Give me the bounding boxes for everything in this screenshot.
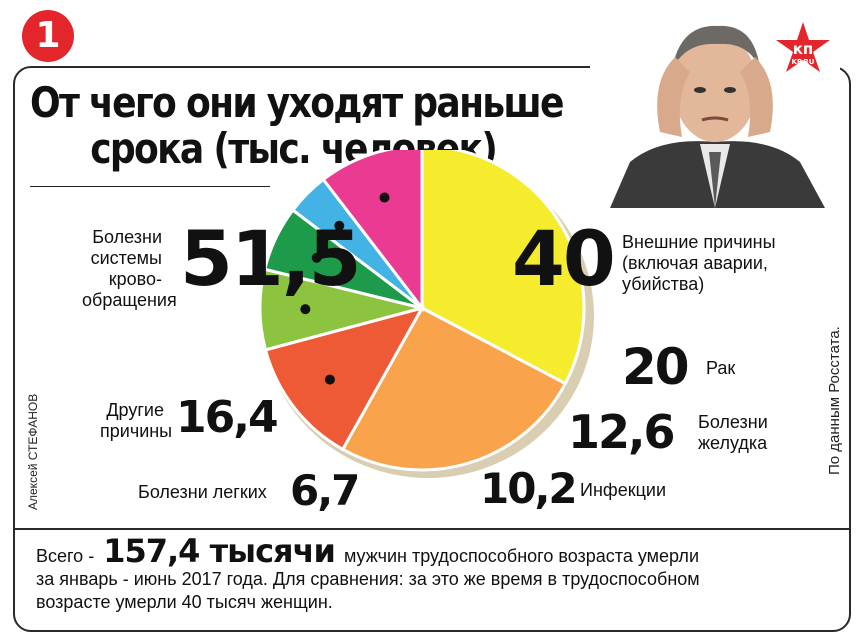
number-badge: 1 [22, 10, 74, 62]
leader-dot-lungs [334, 220, 345, 231]
infographic-frame [13, 66, 851, 632]
author-credit: Алексей СТЕФАНОВ [26, 393, 40, 510]
footer-line-3: возрасте умерли 40 тысяч женщин. [36, 592, 333, 612]
label-circulatory: Болезни системы крово- обращения [82, 227, 177, 311]
label-other: Другие причины [100, 400, 173, 442]
source-credit: По данным Росстата. [826, 326, 843, 475]
label-lungs: Болезни легких [138, 482, 267, 502]
worried-man-photo [590, 12, 840, 208]
title-line-1: От чего они уходят раньше [30, 78, 565, 127]
pie-slice-external [340, 305, 568, 472]
value-infections: 10,2 [480, 464, 578, 513]
footer-text: Всего - 157,4 тысячи мужчин трудоспособн… [36, 535, 816, 614]
footer-prefix: Всего - [36, 546, 95, 566]
chart-title: От чего они уходят раньше срока (тыс. че… [30, 80, 565, 172]
label-external-l1: Внешние причины [622, 232, 776, 252]
label-stomach-l2: желудка [698, 433, 768, 453]
leader-dot-other [379, 192, 390, 203]
label-circulatory-l2: системы [90, 248, 162, 268]
label-infections: Инфекции [580, 480, 666, 500]
footer-line-2: за январь - июнь 2017 года. Для сравнени… [36, 569, 700, 589]
logo-text: кп [793, 40, 814, 58]
pie-slice-other [321, 150, 424, 313]
footer-total: 157,4 тысячи [103, 532, 336, 570]
label-external: Внешние причины (включая аварии, убийств… [622, 232, 776, 295]
leader-dot-cancer [324, 374, 335, 385]
value-lungs: 6,7 [290, 466, 360, 515]
value-circulatory: 51,5 [180, 214, 362, 303]
label-circulatory-l1: Болезни [92, 227, 162, 247]
leader-dot-infections [311, 252, 322, 263]
kp-logo: кп KP.RU [776, 22, 830, 72]
label-circulatory-l3: крово- [108, 269, 162, 289]
pie-slice-cancer [263, 305, 426, 452]
label-stomach-l1: Болезни [698, 412, 768, 432]
footer-line-1: Всего - 157,4 тысячи мужчин трудоспособн… [36, 535, 816, 568]
label-stomach: Болезни желудка [698, 412, 768, 454]
title-divider [30, 186, 270, 187]
pie-slice-circulatory [420, 150, 586, 386]
label-cancer: Рак [706, 358, 736, 378]
footer-divider [14, 528, 850, 530]
leader-dot-stomach [300, 304, 311, 315]
label-other-l2: причины [100, 421, 173, 441]
value-stomach: 12,6 [568, 405, 675, 459]
label-other-l1: Другие [106, 400, 164, 420]
value-cancer: 20 [622, 338, 690, 396]
label-circulatory-l4: обращения [82, 290, 177, 310]
value-other: 16,4 [176, 392, 279, 443]
value-external: 40 [512, 214, 616, 303]
label-external-l2: (включая аварии, [622, 253, 768, 273]
pie-chart [258, 150, 594, 478]
footer-text-1: мужчин трудоспособного возраста умерли [343, 546, 699, 566]
logo-subtext: KP.RU [791, 58, 814, 66]
label-external-l3: убийства) [622, 274, 705, 294]
